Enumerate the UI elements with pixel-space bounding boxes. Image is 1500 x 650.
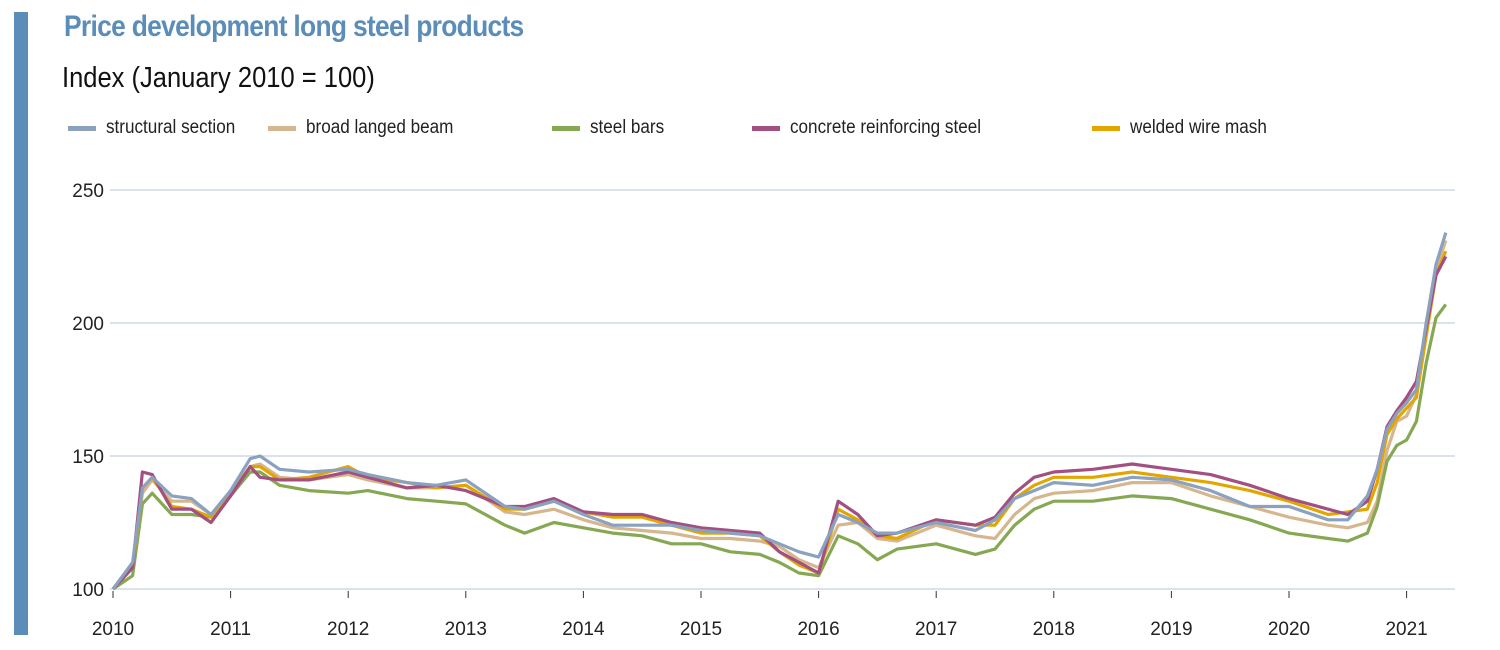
- x-tick-label: 2010: [92, 619, 134, 640]
- legend-item: structural section: [68, 117, 250, 139]
- legend-swatch: [1092, 125, 1120, 131]
- accent-bar: [14, 12, 28, 635]
- x-tick-label: 2013: [445, 619, 487, 640]
- legend-label: structural section: [106, 117, 236, 138]
- legend-swatch: [68, 125, 96, 131]
- legend-swatch: [752, 125, 780, 131]
- x-tick-label: 2016: [797, 619, 839, 640]
- x-tick-label: 2014: [562, 619, 605, 640]
- series-line-concrete-reinforcing-steel: [111, 255, 1448, 591]
- legend-label: concrete reinforcing steel: [790, 117, 982, 138]
- x-tick-label: 2015: [680, 619, 722, 640]
- chart-title: Price development long steel products: [64, 10, 524, 43]
- legend-item: concrete reinforcing steel: [752, 117, 1002, 139]
- series-line-structural-section: [111, 232, 1448, 590]
- y-tick-label: 150: [72, 447, 104, 468]
- x-tick-label: 2020: [1268, 619, 1310, 640]
- x-tick-label: 2012: [327, 619, 369, 640]
- series-line-welded-wire-mash: [111, 250, 1448, 591]
- legend-label: steel bars: [590, 117, 665, 138]
- legend-item: welded wire mash: [1092, 117, 1282, 139]
- y-tick-label: 250: [72, 181, 104, 202]
- series-line-broad-langed-beam: [111, 239, 1448, 591]
- legend-label: welded wire mash: [1130, 117, 1267, 138]
- series-line-steel-bars: [112, 303, 1448, 591]
- legend-label: broad langed beam: [306, 117, 454, 138]
- legend-item: broad langed beam: [268, 117, 470, 139]
- y-tick-label: 200: [72, 314, 104, 335]
- x-tick-label: 2011: [210, 619, 251, 640]
- x-tick-label: 2017: [915, 619, 957, 640]
- legend-swatch: [268, 125, 296, 131]
- legend-swatch: [552, 125, 580, 131]
- legend-item: steel bars: [552, 117, 672, 139]
- y-tick-label: 100: [72, 580, 104, 601]
- chart-subtitle: Index (January 2010 = 100): [62, 62, 375, 94]
- x-tick-label: 2019: [1150, 619, 1192, 640]
- x-tick-label: 2018: [1033, 619, 1075, 640]
- x-tick-label: 2021: [1385, 619, 1427, 640]
